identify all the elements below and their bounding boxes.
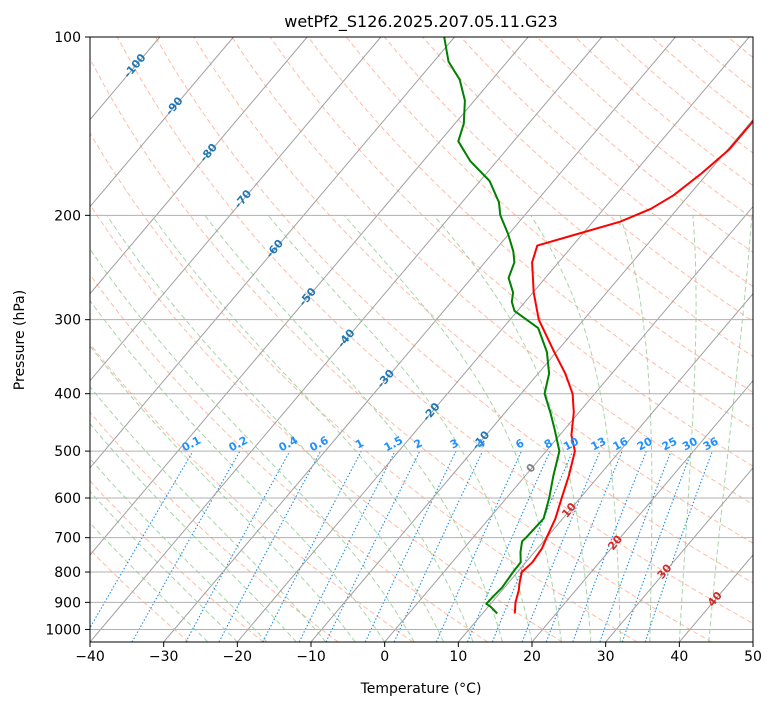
x-tick-label: 30 xyxy=(597,649,615,665)
x-tick-label: 20 xyxy=(523,649,541,665)
y-tick-label: 200 xyxy=(54,208,81,224)
y-tick-label: 800 xyxy=(54,565,81,581)
y-tick-label: 400 xyxy=(54,387,81,403)
x-tick-label: 40 xyxy=(670,649,688,665)
y-tick-label: 900 xyxy=(54,595,81,611)
y-tick-label: 600 xyxy=(54,491,81,507)
x-tick-label: −20 xyxy=(223,649,253,665)
y-tick-label: 700 xyxy=(54,531,81,547)
y-tick-label: 300 xyxy=(54,313,81,329)
x-tick-label: 10 xyxy=(449,649,467,665)
y-tick-label: 500 xyxy=(54,444,81,460)
y-tick-label: 100 xyxy=(54,30,81,46)
x-axis-label: Temperature (°C) xyxy=(360,681,482,697)
x-tick-label: 50 xyxy=(744,649,762,665)
y-axis-label: Pressure (hPa) xyxy=(12,290,28,390)
x-tick-label: −40 xyxy=(75,649,105,665)
chart-title: wetPf2_S126.2025.207.05.11.G23 xyxy=(284,12,558,32)
x-tick-label: 0 xyxy=(380,649,389,665)
x-tick-label: −30 xyxy=(149,649,179,665)
x-tick-label: −10 xyxy=(296,649,326,665)
y-tick-label: 1000 xyxy=(45,622,81,638)
